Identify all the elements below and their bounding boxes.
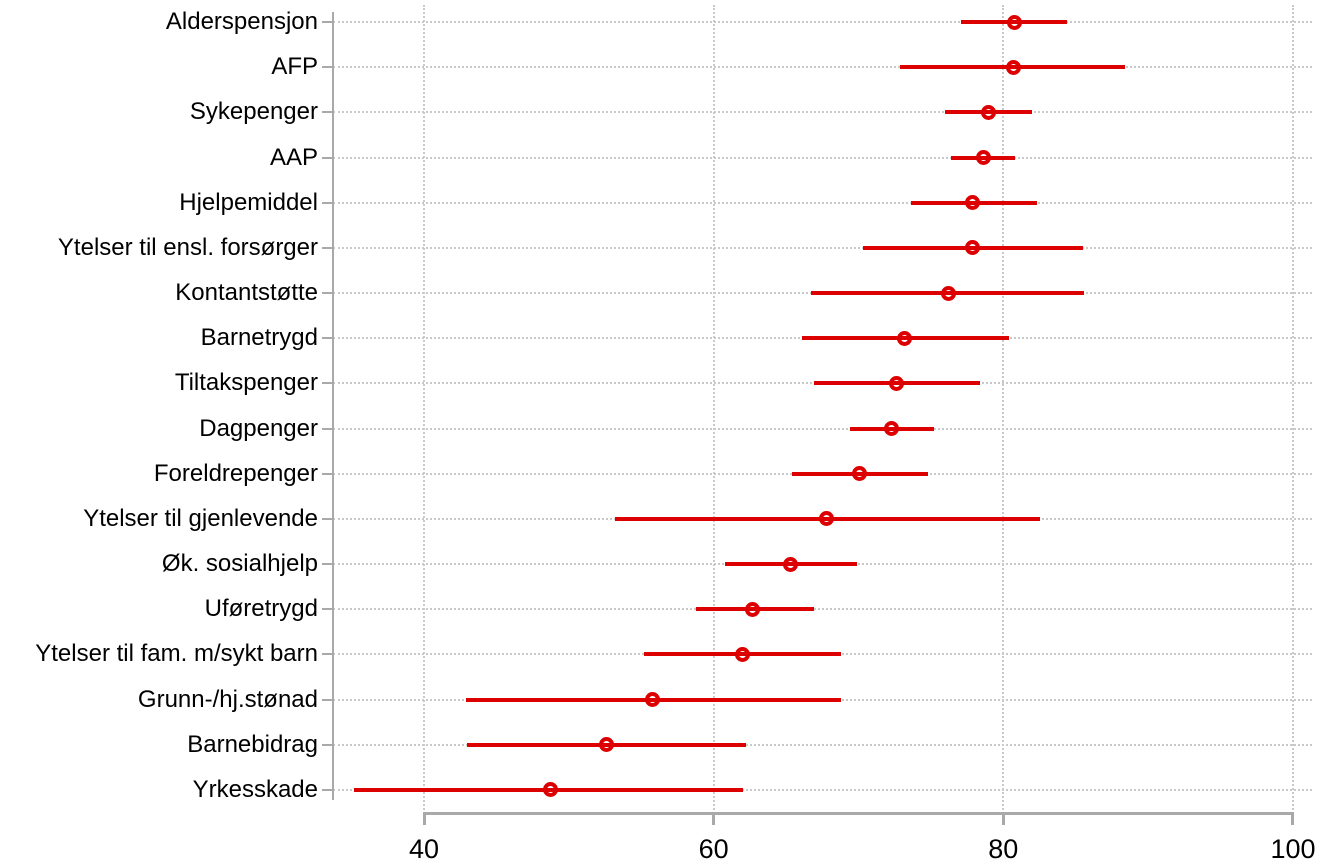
horizontal-gridline xyxy=(333,743,1312,746)
category-label: Barnetrygd xyxy=(200,324,318,352)
horizontal-gridline xyxy=(333,111,1312,114)
y-axis-tick xyxy=(322,201,332,204)
point-estimate-marker xyxy=(852,466,868,482)
y-axis-tick xyxy=(322,337,332,340)
category-label: Grunn-/hj.stønad xyxy=(137,685,318,713)
point-estimate-marker xyxy=(975,150,991,166)
category-label: Uføretrygd xyxy=(204,595,318,623)
x-axis-line xyxy=(423,812,1294,815)
point-estimate-marker xyxy=(981,104,997,120)
y-axis-tick xyxy=(322,517,332,520)
y-axis-tick xyxy=(322,21,332,23)
category-label: Kontantstøtte xyxy=(175,279,318,307)
category-label: Øk. sosialhjelp xyxy=(161,550,318,578)
y-axis-tick xyxy=(322,698,332,701)
x-axis-tick-label: 80 xyxy=(988,834,1019,864)
x-axis-tick xyxy=(1001,813,1005,825)
horizontal-gridline xyxy=(333,201,1312,204)
horizontal-gridline xyxy=(333,156,1312,159)
vertical-gridline xyxy=(712,5,715,810)
y-axis-line xyxy=(332,12,334,800)
category-label: AFP xyxy=(271,53,318,81)
category-label: Alderspensjon xyxy=(165,8,318,35)
category-label: Ytelser til gjenlevende xyxy=(83,504,318,532)
point-estimate-marker xyxy=(965,195,981,211)
horizontal-gridline xyxy=(333,66,1312,69)
x-axis-tick xyxy=(712,813,716,825)
point-estimate-marker xyxy=(745,601,761,617)
point-estimate-marker xyxy=(598,737,614,753)
point-estimate-marker xyxy=(1007,14,1023,30)
point-estimate-marker xyxy=(782,556,798,572)
category-label: Hjelpemiddel xyxy=(179,188,318,216)
horizontal-gridline xyxy=(333,427,1312,430)
vertical-gridline xyxy=(1002,5,1005,810)
y-axis-tick xyxy=(322,382,332,385)
point-estimate-marker xyxy=(940,285,956,301)
point-estimate-marker xyxy=(888,375,904,391)
y-axis-tick xyxy=(322,653,332,656)
x-axis-tick xyxy=(422,813,426,825)
vertical-gridline xyxy=(1291,5,1294,810)
point-estimate-marker xyxy=(645,692,661,708)
y-axis-tick xyxy=(322,111,332,114)
x-axis-tick xyxy=(1291,813,1295,825)
category-label: AAP xyxy=(269,143,318,171)
point-estimate-marker xyxy=(884,421,900,437)
horizontal-gridline xyxy=(333,21,1312,23)
y-axis-tick xyxy=(322,66,332,69)
point-estimate-marker xyxy=(897,330,913,346)
horizontal-gridline xyxy=(333,788,1312,791)
point-estimate-marker xyxy=(542,782,558,798)
category-label: Foreldrepenger xyxy=(153,459,318,487)
horizontal-gridline xyxy=(333,246,1312,249)
y-axis-tick xyxy=(322,156,332,159)
x-axis-tick-label: 60 xyxy=(698,834,729,864)
category-label: Barnebidrag xyxy=(187,730,318,758)
point-estimate-marker xyxy=(1005,59,1021,75)
category-label: Yrkesskade xyxy=(192,775,318,803)
category-label: Dagpenger xyxy=(199,414,318,442)
category-label: Ytelser til ensl. forsørger xyxy=(57,233,318,261)
point-estimate-marker xyxy=(819,511,835,527)
point-estimate-marker xyxy=(735,646,751,662)
horizontal-gridline xyxy=(333,608,1312,611)
category-label: Sykepenger xyxy=(189,98,318,126)
category-label: Tiltakspenger xyxy=(174,369,318,397)
category-label: Ytelser til fam. m/sykt barn xyxy=(35,640,318,668)
y-axis-tick xyxy=(322,246,332,249)
y-axis-tick xyxy=(322,743,332,746)
y-axis-tick xyxy=(322,608,332,611)
y-axis-tick xyxy=(322,472,332,475)
y-axis-tick xyxy=(322,427,332,430)
vertical-gridline xyxy=(423,5,425,810)
y-axis-tick xyxy=(322,563,332,566)
y-axis-tick xyxy=(322,788,332,791)
x-axis-tick-label: 40 xyxy=(408,834,440,864)
point-estimate-marker xyxy=(965,240,981,256)
x-axis-tick-label: 100 xyxy=(1270,834,1316,864)
y-axis-tick xyxy=(322,292,332,295)
